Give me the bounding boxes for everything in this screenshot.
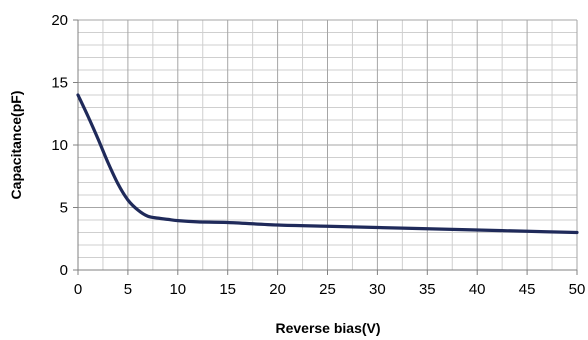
y-tick-labels: 0 5 10 15 20 <box>51 12 68 279</box>
x-tick-label: 20 <box>269 281 286 298</box>
x-tick-label: 35 <box>419 281 436 298</box>
x-tick-label: 40 <box>469 281 486 298</box>
y-axis-title: Capacitance(pF) <box>8 91 24 200</box>
x-tick-label: 30 <box>369 281 386 298</box>
y-tick-label: 5 <box>60 200 68 217</box>
y-tick-label: 0 <box>60 262 68 279</box>
x-tick-label: 25 <box>319 281 336 298</box>
x-tick-label: 10 <box>169 281 186 298</box>
x-tick-labels: 0 5 10 15 20 25 30 35 40 45 50 <box>74 281 586 298</box>
axes <box>73 19 578 275</box>
x-tick-label: 0 <box>74 281 82 298</box>
series-layer <box>76 93 579 235</box>
major-gridlines <box>78 19 578 270</box>
x-tick-label: 45 <box>519 281 536 298</box>
x-tick-label: 15 <box>219 281 236 298</box>
capacitance-series-line <box>76 93 579 235</box>
y-tick-label: 15 <box>51 75 68 92</box>
x-axis-title: Reverse bias(V) <box>275 320 380 336</box>
y-tick-label: 20 <box>51 12 68 29</box>
y-tick-label: 10 <box>51 137 68 154</box>
x-tick-label: 50 <box>569 281 586 298</box>
x-tick-label: 5 <box>124 281 132 298</box>
